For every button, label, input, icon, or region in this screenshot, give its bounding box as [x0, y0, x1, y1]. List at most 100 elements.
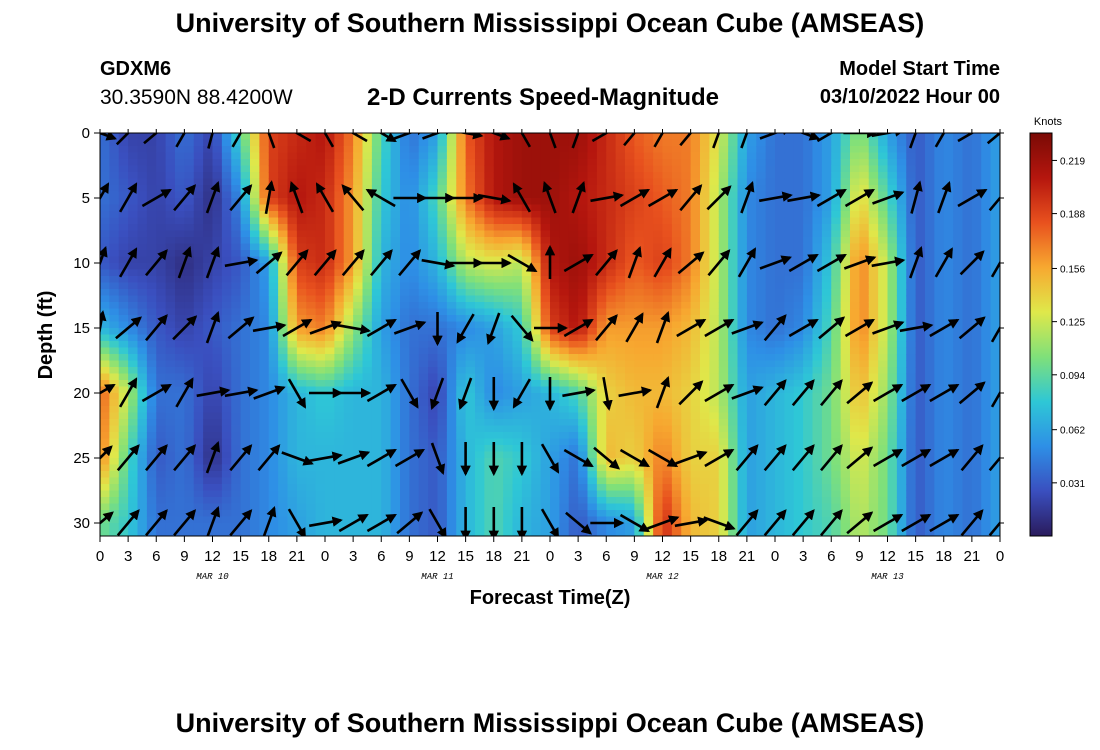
- heat-cell: [100, 393, 110, 401]
- heat-cell: [343, 243, 354, 251]
- heat-cell: [700, 302, 710, 310]
- heat-cell: [756, 152, 767, 160]
- heat-cell: [315, 393, 326, 401]
- heat-cell: [240, 230, 251, 238]
- heat-cell: [746, 477, 757, 485]
- heat-cell: [531, 250, 542, 258]
- heat-cell: [400, 406, 410, 414]
- heat-cell: [287, 133, 298, 141]
- heat-cell: [296, 237, 307, 245]
- heat-cell: [643, 484, 654, 492]
- heat-cell: [512, 308, 523, 316]
- heat-cell: [278, 276, 289, 284]
- heat-cell: [531, 217, 542, 225]
- heat-cell: [850, 204, 860, 212]
- heat-cell: [700, 211, 710, 219]
- heat-cell: [343, 269, 354, 277]
- heat-cell: [793, 529, 804, 536]
- heat-cell: [831, 185, 842, 193]
- heat-cell: [493, 334, 504, 342]
- heat-cell: [596, 373, 607, 381]
- heat-cell: [550, 373, 560, 381]
- heat-cell: [662, 230, 673, 238]
- heat-cell: [306, 438, 317, 446]
- heat-cell: [128, 302, 139, 310]
- heat-cell: [493, 328, 504, 336]
- heat-cell: [475, 399, 485, 407]
- heat-cell: [681, 438, 692, 446]
- heat-cell: [484, 360, 495, 368]
- heat-cell: [625, 464, 635, 472]
- heat-cell: [643, 276, 654, 284]
- heat-cell: [296, 510, 307, 518]
- heat-cell: [428, 458, 439, 466]
- heat-cell: [184, 399, 195, 407]
- heat-cell: [831, 471, 842, 479]
- heat-cell: [690, 445, 701, 453]
- heat-cell: [568, 282, 579, 290]
- heat-cell: [381, 204, 392, 212]
- heat-cell: [596, 380, 607, 388]
- heat-cell: [775, 347, 785, 355]
- heat-cell: [100, 269, 110, 277]
- heat-cell: [634, 399, 645, 407]
- heat-cell: [109, 178, 120, 186]
- heat-cell: [737, 412, 748, 420]
- heat-cell: [325, 380, 335, 388]
- heat-cell: [643, 445, 654, 453]
- heat-cell: [643, 393, 654, 401]
- heat-cell: [353, 282, 364, 290]
- heat-cell: [615, 185, 626, 193]
- heat-cell: [512, 133, 523, 141]
- heat-cell: [831, 295, 842, 303]
- heat-cell: [409, 198, 420, 206]
- heat-cell: [250, 438, 260, 446]
- heat-cell: [343, 198, 354, 206]
- heat-cell: [137, 302, 148, 310]
- heat-cell: [371, 289, 382, 297]
- heat-cell: [700, 510, 710, 518]
- heat-cell: [137, 256, 148, 264]
- heat-cell: [568, 315, 579, 323]
- heat-cell: [521, 191, 532, 199]
- heat-cell: [662, 217, 673, 225]
- heat-cell: [568, 321, 579, 329]
- heat-cell: [409, 445, 420, 453]
- heat-cell: [221, 360, 232, 368]
- heat-cell: [653, 308, 664, 316]
- heat-cell: [446, 224, 457, 232]
- heat-cell: [615, 321, 626, 329]
- heat-cell: [175, 354, 185, 362]
- heat-cell: [643, 328, 654, 336]
- heat-cell: [531, 471, 542, 479]
- heat-cell: [118, 432, 129, 440]
- heat-cell: [156, 529, 167, 536]
- heat-cell: [746, 165, 757, 173]
- heat-cell: [287, 503, 298, 511]
- heat-cell: [728, 477, 739, 485]
- heat-cell: [418, 529, 429, 536]
- heat-cell: [531, 269, 542, 277]
- heat-cell: [559, 224, 570, 232]
- heat-cell: [718, 146, 729, 154]
- heat-cell: [268, 321, 279, 329]
- heat-cell: [718, 269, 729, 277]
- heat-cell: [315, 295, 326, 303]
- heat-cell: [625, 471, 635, 479]
- heat-cell: [278, 432, 289, 440]
- heat-cell: [587, 159, 598, 167]
- heat-cell: [184, 165, 195, 173]
- heat-cell: [475, 328, 485, 336]
- heat-cell: [250, 341, 260, 349]
- heat-cell: [296, 471, 307, 479]
- heat-cell: [634, 412, 645, 420]
- heat-cell: [775, 230, 785, 238]
- heat-cell: [446, 139, 457, 147]
- heat-cell: [484, 484, 495, 492]
- heat-cell: [203, 185, 214, 193]
- heat-cell: [728, 263, 739, 271]
- heat-cell: [250, 237, 260, 245]
- heat-cell: [165, 224, 176, 232]
- heat-cell: [362, 315, 373, 323]
- heat-cell: [531, 276, 542, 284]
